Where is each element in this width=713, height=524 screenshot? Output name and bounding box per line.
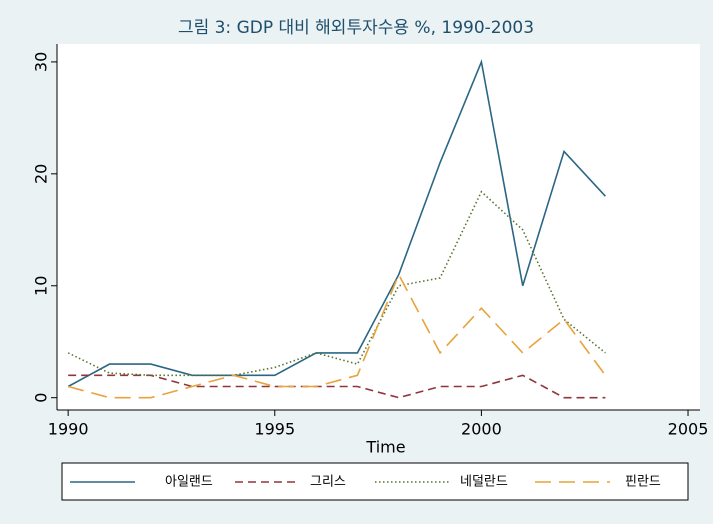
x-tick-label: 1990 (48, 420, 89, 439)
legend-label: 네덜란드 (460, 475, 508, 490)
legend-label: 핀란드 (625, 475, 661, 490)
series-line (67, 272, 607, 399)
chart-title: 그림 3: GDP 대비 해외투자수용 %, 1990-2003 (178, 18, 534, 38)
y-tick-label: 20 (32, 164, 51, 184)
x-tick-label: 1995 (254, 420, 295, 439)
x-tick-label: 2005 (668, 420, 709, 439)
x-tick-label: 2000 (461, 420, 502, 439)
plot-area (57, 44, 700, 410)
series-line (67, 190, 606, 377)
x-axis-label: Time (365, 438, 405, 457)
y-tick-label: 30 (32, 52, 51, 72)
series-line (67, 59, 606, 388)
y-tick-label: 0 (32, 393, 51, 403)
legend-label: 아일랜드 (165, 475, 213, 490)
legend-label: 그리스 (310, 475, 346, 490)
y-tick-label: 10 (32, 276, 51, 296)
